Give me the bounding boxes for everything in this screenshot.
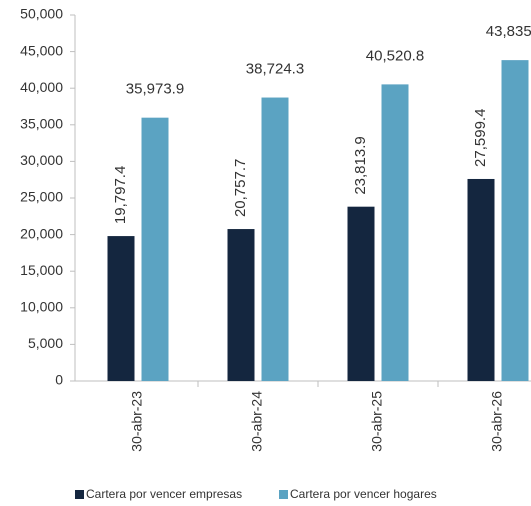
- bar: [227, 229, 255, 381]
- legend-label: Cartera por vencer hogares: [290, 487, 437, 501]
- bar: [347, 206, 375, 381]
- value-label: 20,757.7: [232, 159, 249, 217]
- legend-label: Cartera por vencer empresas: [86, 487, 242, 501]
- bar: [261, 97, 289, 382]
- value-label: 38,724.3: [246, 61, 304, 78]
- y-tick-label: 45,000: [20, 42, 63, 58]
- y-tick-label: 15,000: [20, 262, 63, 278]
- y-tick-label: 50,000: [20, 6, 63, 22]
- bar: [107, 236, 135, 381]
- y-tick-label: 35,000: [20, 116, 63, 132]
- value-label: 35,973.9: [126, 81, 184, 98]
- x-tick-label: 30-abr-25: [369, 391, 385, 452]
- legend-swatch: [279, 490, 288, 499]
- y-tick-label: 30,000: [20, 152, 63, 168]
- y-tick-label: 20,000: [20, 225, 63, 241]
- bar: [501, 60, 529, 381]
- bar: [381, 84, 409, 381]
- y-tick-label: 10,000: [20, 299, 63, 315]
- bar: [467, 178, 495, 381]
- y-tick-label: 40,000: [20, 79, 63, 95]
- value-label: 27,599.4: [472, 109, 489, 167]
- value-label: 23,813.9: [352, 136, 369, 194]
- legend-swatch: [75, 490, 84, 499]
- x-tick-label: 30-abr-23: [129, 391, 145, 452]
- bar: [141, 117, 169, 381]
- y-tick-label: 5,000: [28, 335, 63, 351]
- value-label: 43,835.1: [486, 23, 531, 40]
- y-tick-label: 0: [55, 372, 63, 388]
- y-tick-label: 25,000: [20, 189, 63, 205]
- x-tick-label: 30-abr-24: [249, 391, 265, 452]
- x-tick-label: 30-abr-26: [489, 391, 505, 452]
- value-label: 19,797.4: [112, 166, 129, 224]
- value-label: 40,520.8: [366, 47, 424, 64]
